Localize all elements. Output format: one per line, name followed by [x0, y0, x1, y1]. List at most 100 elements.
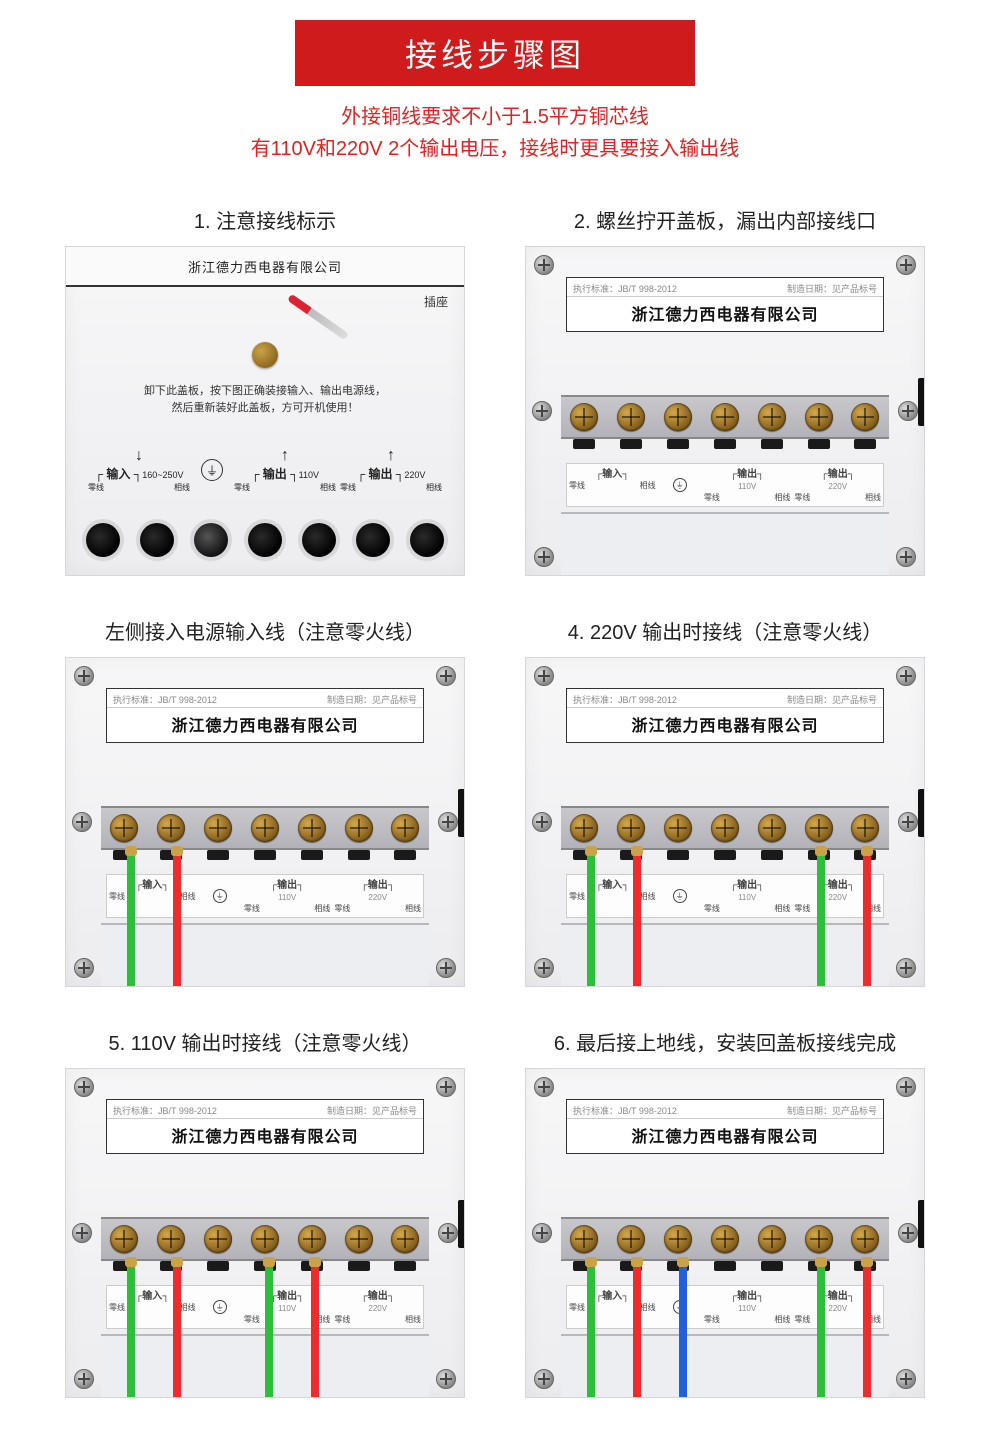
- panel-screw: [898, 401, 918, 421]
- terminal-screw: [758, 814, 786, 842]
- panel-screw: [896, 1369, 916, 1389]
- cable-hole: [302, 523, 336, 557]
- step-caption: 6. 最后接上地线，安装回盖板接线完成: [520, 1027, 930, 1056]
- cover-instruction: 卸下此盖板，按下图正确装接输入、输出电源线，然后重新装好此盖板，方可开机使用！: [66, 383, 464, 416]
- wire-red: [173, 1261, 181, 1397]
- wire-red: [633, 1261, 641, 1397]
- wire-red: [633, 850, 641, 986]
- side-switch: [458, 1200, 465, 1248]
- side-switch: [918, 789, 925, 837]
- terminal-labels: ┌输入┐零线相线 ⏚ ┌输出┐110V零线相线 ┌输出┐220V零线相线: [566, 463, 884, 507]
- cable-hole: [356, 523, 390, 557]
- terminal-panel: 执行标准：JB/T 998-2012制造日期：见产品标号 浙江德力西电器有限公司…: [65, 657, 465, 987]
- terminal-screw: [851, 403, 879, 431]
- terminal-slot: [714, 850, 736, 860]
- ground-icon: ⏚: [213, 1300, 227, 1314]
- wire-green: [587, 850, 595, 986]
- side-switch: [918, 1200, 925, 1248]
- terminal-slot: [854, 439, 876, 449]
- wiring-cover-panel: 浙江德力西电器有限公司 插座 卸下此盖板，按下图正确装接输入、输出电源线，然后重…: [65, 246, 465, 576]
- terminal-slot: [667, 439, 689, 449]
- cable-holes: [86, 523, 444, 557]
- panel-opening: [561, 923, 889, 986]
- terminal-screw: [664, 403, 692, 431]
- panel-screw: [534, 666, 554, 686]
- terminal-labels: ┌输入┐零线相线 ⏚ ┌输出┐110V零线相线 ┌输出┐220V零线相线: [106, 874, 424, 918]
- terminal-slots: [561, 850, 889, 864]
- terminal-screw: [851, 1225, 879, 1253]
- ground-icon: ⏚: [201, 459, 223, 481]
- terminal-slot: [254, 850, 276, 860]
- terminal-panel: 执行标准：JB/T 998-2012制造日期：见产品标号 浙江德力西电器有限公司…: [525, 1068, 925, 1398]
- terminal-screw: [345, 1225, 373, 1253]
- panel-screw: [436, 1369, 456, 1389]
- terminal-screw: [298, 1225, 326, 1253]
- panel-screw: [532, 812, 552, 832]
- panel-screw: [896, 666, 916, 686]
- ground-icon: ⏚: [673, 478, 687, 492]
- wire-red: [173, 850, 181, 986]
- wire-green: [817, 850, 825, 986]
- terminal-slot: [761, 1261, 783, 1271]
- panel-screw: [436, 958, 456, 978]
- wire-red: [311, 1261, 319, 1397]
- terminal-screw: [157, 1225, 185, 1253]
- terminal-screw: [664, 814, 692, 842]
- terminal-screw: [617, 814, 645, 842]
- cable-hole: [140, 523, 174, 557]
- step-5: 5. 110V 输出时接线（注意零火线） 执行标准：JB/T 998-2012制…: [60, 1027, 470, 1398]
- terminal-slot: [714, 1261, 736, 1271]
- panel-screw: [534, 958, 554, 978]
- wire-red: [863, 1261, 871, 1397]
- panel-screw: [896, 255, 916, 275]
- panel-screw: [438, 812, 458, 832]
- brand-plate: 执行标准：JB/T 998-2012制造日期：见产品标号 浙江德力西电器有限公司: [566, 1099, 884, 1154]
- panel-opening: [561, 1334, 889, 1397]
- terminal-screw: [251, 814, 279, 842]
- cable-hole: [86, 523, 120, 557]
- terminal-screw: [805, 814, 833, 842]
- cable-hole: [194, 523, 228, 557]
- terminal-screw: [758, 403, 786, 431]
- title-banner: 接线步骤图: [295, 20, 695, 86]
- terminal-panel: 执行标准：JB/T 998-2012制造日期：见产品标号 浙江德力西电器有限公司…: [525, 657, 925, 987]
- terminal-slot: [348, 1261, 370, 1271]
- terminal-screw: [711, 814, 739, 842]
- terminal-slots: [561, 1261, 889, 1275]
- terminal-screw: [711, 1225, 739, 1253]
- panel-screw: [436, 666, 456, 686]
- step-1: 1. 注意接线标示 浙江德力西电器有限公司 插座 卸下此盖板，按下图正确装接输入…: [60, 205, 470, 576]
- cable-hole: [248, 523, 282, 557]
- terminal-screw: [570, 1225, 598, 1253]
- subtitle-line1: 外接铜线要求不小于1.5平方铜芯线: [0, 101, 990, 133]
- subtitle: 外接铜线要求不小于1.5平方铜芯线 有110V和220V 2个输出电压，接线时更…: [0, 101, 990, 165]
- terminal-screw: [851, 814, 879, 842]
- panel-screw: [72, 1223, 92, 1243]
- brand-plate: 执行标准：JB/T 998-2012制造日期：见产品标号 浙江德力西电器有限公司: [106, 1099, 424, 1154]
- terminal-slot: [301, 850, 323, 860]
- terminal-screw: [711, 403, 739, 431]
- panel-opening: [561, 512, 889, 575]
- step-caption: 左侧接入电源输入线（注意零火线）: [60, 616, 470, 645]
- panel-screw: [74, 666, 94, 686]
- terminal-screw: [570, 403, 598, 431]
- terminal-screw: [345, 814, 373, 842]
- wire-blue: [679, 1261, 687, 1397]
- socket-label: 插座: [424, 293, 448, 310]
- panel-screw: [532, 401, 552, 421]
- terminal-strip: [561, 806, 889, 850]
- panel-screw: [534, 1369, 554, 1389]
- terminal-labels: ┌输入┐零线相线 ⏚ ┌输出┐110V零线相线 ┌输出┐220V零线相线: [566, 874, 884, 918]
- side-switch: [458, 789, 465, 837]
- panel-screw: [534, 547, 554, 567]
- panel-opening: [101, 923, 429, 986]
- terminal-screw: [758, 1225, 786, 1253]
- panel-screw: [534, 255, 554, 275]
- terminal-slot: [714, 439, 736, 449]
- terminal-slot: [207, 850, 229, 860]
- steps-grid: 1. 注意接线标示 浙江德力西电器有限公司 插座 卸下此盖板，按下图正确装接输入…: [0, 205, 990, 1438]
- wire-green: [817, 1261, 825, 1397]
- brand-strip: 浙江德力西电器有限公司: [66, 247, 464, 287]
- terminal-screw: [251, 1225, 279, 1253]
- panel-screw: [896, 958, 916, 978]
